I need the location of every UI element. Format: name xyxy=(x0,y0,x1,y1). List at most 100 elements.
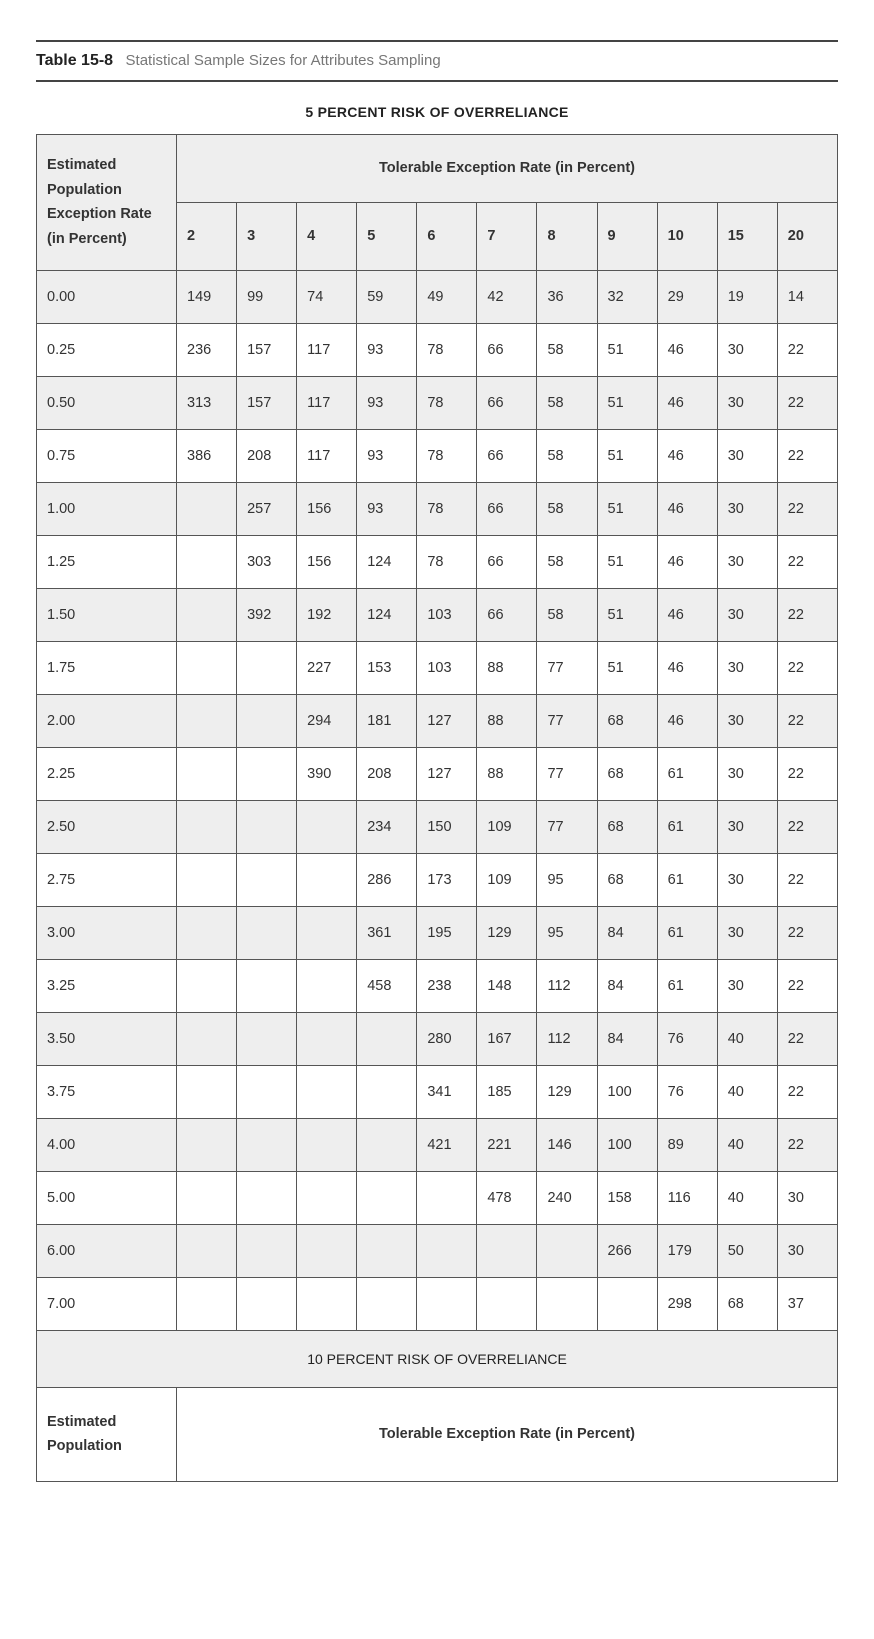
data-cell: 22 xyxy=(777,376,837,429)
table-row: 2.752861731099568613022 xyxy=(37,853,838,906)
data-cell: 88 xyxy=(477,747,537,800)
data-cell: 22 xyxy=(777,641,837,694)
row-label: 1.75 xyxy=(37,641,177,694)
data-cell: 158 xyxy=(597,1171,657,1224)
data-cell: 61 xyxy=(657,853,717,906)
data-cell xyxy=(177,641,237,694)
data-cell xyxy=(297,1012,357,1065)
column-header: 5 xyxy=(357,202,417,270)
data-cell xyxy=(297,906,357,959)
data-cell: 22 xyxy=(777,1012,837,1065)
data-cell: 58 xyxy=(537,535,597,588)
data-cell: 84 xyxy=(597,1012,657,1065)
data-cell: 66 xyxy=(477,429,537,482)
table-title-block: Table 15-8 Statistical Sample Sizes for … xyxy=(36,40,838,82)
table-row: 3.003611951299584613022 xyxy=(37,906,838,959)
data-cell xyxy=(237,747,297,800)
data-cell xyxy=(357,1277,417,1330)
table-header: Estimated Population Exception Rate (in … xyxy=(37,135,838,271)
table-row: 0.0014999745949423632291914 xyxy=(37,270,838,323)
data-cell: 157 xyxy=(237,376,297,429)
data-cell xyxy=(597,1277,657,1330)
data-cell: 19 xyxy=(717,270,777,323)
data-cell: 76 xyxy=(657,1012,717,1065)
data-cell: 78 xyxy=(417,535,477,588)
data-cell: 117 xyxy=(297,376,357,429)
data-cell: 124 xyxy=(357,535,417,588)
data-cell: 298 xyxy=(657,1277,717,1330)
data-cell: 303 xyxy=(237,535,297,588)
data-cell xyxy=(357,1224,417,1277)
data-cell: 117 xyxy=(297,429,357,482)
data-cell: 22 xyxy=(777,747,837,800)
data-cell: 78 xyxy=(417,376,477,429)
data-cell: 66 xyxy=(477,482,537,535)
table-row: 4.00421221146100894022 xyxy=(37,1118,838,1171)
data-cell: 51 xyxy=(597,376,657,429)
data-cell xyxy=(237,1224,297,1277)
data-cell: 61 xyxy=(657,747,717,800)
data-cell: 257 xyxy=(237,482,297,535)
data-cell: 30 xyxy=(717,376,777,429)
data-cell xyxy=(477,1277,537,1330)
data-cell: 40 xyxy=(717,1065,777,1118)
data-cell: 386 xyxy=(177,429,237,482)
data-cell xyxy=(177,1065,237,1118)
data-cell xyxy=(297,1118,357,1171)
data-cell: 150 xyxy=(417,800,477,853)
table-number: Table 15-8 xyxy=(36,52,113,69)
data-cell: 112 xyxy=(537,1012,597,1065)
data-cell xyxy=(177,1118,237,1171)
data-cell: 30 xyxy=(717,853,777,906)
data-cell xyxy=(237,1118,297,1171)
data-cell: 46 xyxy=(657,482,717,535)
data-cell: 109 xyxy=(477,853,537,906)
data-cell: 238 xyxy=(417,959,477,1012)
table-row: 2.00294181127887768463022 xyxy=(37,694,838,747)
data-cell: 99 xyxy=(237,270,297,323)
row-label: 0.50 xyxy=(37,376,177,429)
table-row: 5.004782401581164030 xyxy=(37,1171,838,1224)
data-cell xyxy=(297,853,357,906)
column-header: 7 xyxy=(477,202,537,270)
data-cell: 100 xyxy=(597,1118,657,1171)
data-cell xyxy=(297,959,357,1012)
data-cell: 46 xyxy=(657,641,717,694)
data-cell xyxy=(297,1065,357,1118)
data-cell xyxy=(177,1171,237,1224)
data-cell: 66 xyxy=(477,376,537,429)
data-cell xyxy=(237,853,297,906)
row-label: 6.00 xyxy=(37,1224,177,1277)
data-cell: 195 xyxy=(417,906,477,959)
data-cell: 58 xyxy=(537,376,597,429)
data-cell: 58 xyxy=(537,588,597,641)
data-cell: 392 xyxy=(237,588,297,641)
data-cell: 208 xyxy=(237,429,297,482)
column-header: 20 xyxy=(777,202,837,270)
column-header: 8 xyxy=(537,202,597,270)
data-cell: 61 xyxy=(657,959,717,1012)
data-cell: 22 xyxy=(777,800,837,853)
data-cell: 59 xyxy=(357,270,417,323)
data-cell: 51 xyxy=(597,482,657,535)
data-cell: 148 xyxy=(477,959,537,1012)
column-header: 4 xyxy=(297,202,357,270)
data-cell: 66 xyxy=(477,535,537,588)
data-cell xyxy=(177,906,237,959)
data-cell xyxy=(237,1065,297,1118)
data-cell: 22 xyxy=(777,853,837,906)
data-cell: 51 xyxy=(597,641,657,694)
data-cell: 78 xyxy=(417,429,477,482)
data-cell: 266 xyxy=(597,1224,657,1277)
column-header: 10 xyxy=(657,202,717,270)
column-header: 15 xyxy=(717,202,777,270)
column-header: 9 xyxy=(597,202,657,270)
data-cell: 156 xyxy=(297,482,357,535)
data-cell: 240 xyxy=(537,1171,597,1224)
data-cell: 167 xyxy=(477,1012,537,1065)
data-cell: 58 xyxy=(537,323,597,376)
data-cell xyxy=(477,1224,537,1277)
row-label: 0.00 xyxy=(37,270,177,323)
data-cell: 58 xyxy=(537,429,597,482)
data-cell: 129 xyxy=(477,906,537,959)
